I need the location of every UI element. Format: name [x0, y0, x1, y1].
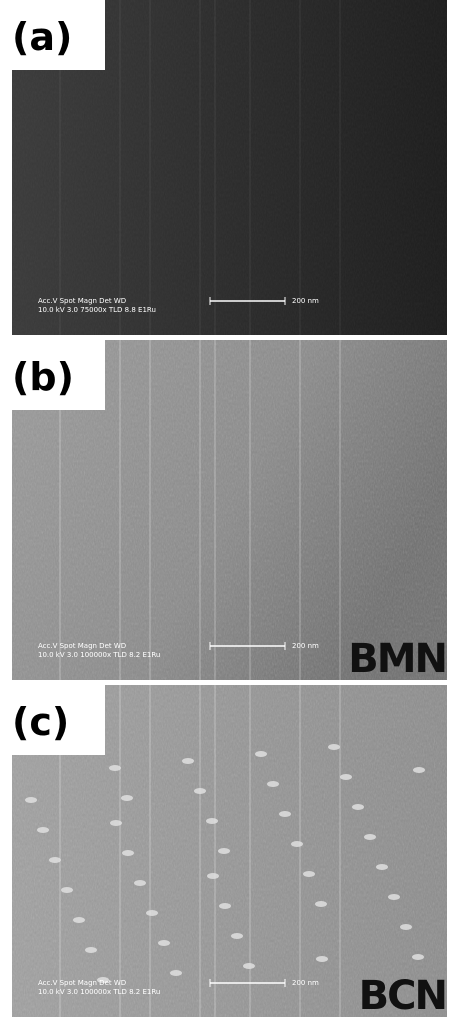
particle — [73, 917, 85, 923]
particle — [182, 758, 194, 764]
particle — [146, 910, 158, 916]
info-header: Acc.V Spot Magn Det WD — [38, 297, 126, 305]
particle — [400, 924, 412, 930]
particle — [121, 795, 133, 801]
particle — [219, 903, 231, 909]
particle — [218, 848, 230, 854]
particle — [267, 781, 279, 787]
particle — [352, 804, 364, 810]
particle — [328, 744, 340, 750]
particle — [388, 894, 400, 900]
scale-label: 200 nm — [292, 297, 319, 305]
particle — [413, 767, 425, 773]
scale-label: 200 nm — [292, 979, 319, 987]
panel-label: (b) — [12, 355, 74, 399]
particle — [25, 797, 37, 803]
particle — [49, 857, 61, 863]
info-header: Acc.V Spot Magn Det WD — [38, 642, 126, 650]
figure: (a)Acc.V Spot Magn Det WD10.0 kV 3.0 750… — [0, 0, 449, 1019]
particle — [340, 774, 352, 780]
particle — [134, 880, 146, 886]
particle — [206, 818, 218, 824]
panel-label: (c) — [12, 700, 69, 744]
particle — [85, 947, 97, 953]
scale-label: 200 nm — [292, 642, 319, 650]
info-values: 10.0 kV 3.0 100000x TLD 8.2 E1Ru — [38, 988, 160, 996]
particle — [61, 887, 73, 893]
particle — [376, 864, 388, 870]
particle — [364, 834, 376, 840]
particle — [194, 788, 206, 794]
particle — [279, 811, 291, 817]
particle — [315, 901, 327, 907]
particle — [303, 871, 315, 877]
material-tag: BMN — [348, 636, 446, 682]
info-values: 10.0 kV 3.0 75000x TLD 8.8 E1Ru — [38, 306, 156, 314]
particle — [122, 850, 134, 856]
particle — [207, 873, 219, 879]
particle — [316, 956, 328, 962]
particle — [110, 820, 122, 826]
particle — [109, 765, 121, 771]
particle — [37, 827, 49, 833]
particle — [158, 940, 170, 946]
particle — [231, 933, 243, 939]
panel-label: (a) — [12, 15, 72, 59]
particle — [412, 954, 424, 960]
particle — [243, 963, 255, 969]
material-tag: BCN — [359, 973, 446, 1019]
particle — [170, 970, 182, 976]
info-values: 10.0 kV 3.0 100000x TLD 8.2 E1Ru — [38, 651, 160, 659]
particle — [255, 751, 267, 757]
info-header: Acc.V Spot Magn Det WD — [38, 979, 126, 987]
particle — [291, 841, 303, 847]
